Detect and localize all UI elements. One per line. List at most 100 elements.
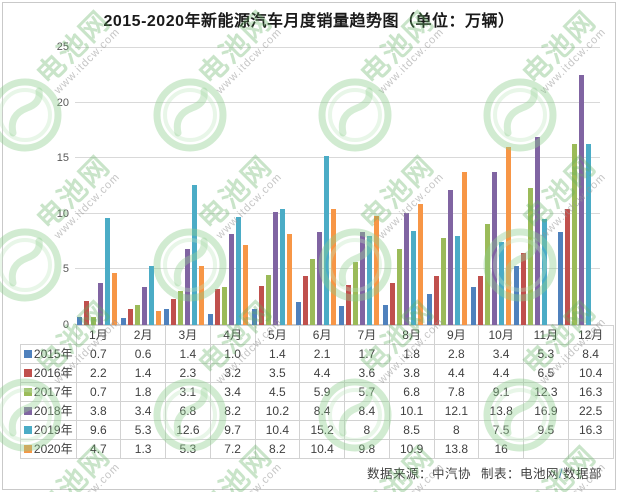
- value-cell: 8.2: [254, 439, 301, 459]
- bar-group: [469, 47, 513, 325]
- bar: [383, 305, 389, 325]
- bar-group: [338, 47, 382, 325]
- bar: [353, 261, 359, 325]
- table-row: 2017年 0.7 1.8 3.1 3.4 4.5 5.9 5.7 6.8 7.8 9.1 12.3 1…: [20, 382, 614, 402]
- legend-color-swatch: [23, 349, 32, 358]
- value-cell: 2.8: [433, 344, 480, 364]
- value-cell: 5.9: [299, 382, 345, 402]
- value-cell: 9.5: [523, 420, 569, 440]
- value-cell: 8.4: [299, 401, 345, 421]
- month-header-cell: 10月: [478, 325, 524, 345]
- bar: [477, 276, 483, 325]
- month-header-cell: 5月: [254, 325, 301, 345]
- value-cell: 16.3: [567, 420, 614, 440]
- bar: [127, 309, 133, 325]
- bar: [199, 266, 205, 325]
- value-cell: 13.8: [433, 439, 480, 459]
- value-cell: 6.5: [523, 363, 569, 383]
- plot-area: [75, 47, 600, 325]
- value-cell: 8.4: [344, 401, 390, 421]
- bar: [141, 287, 147, 325]
- bar: [397, 249, 403, 325]
- value-cell: 2.1: [299, 344, 345, 364]
- bar: [120, 318, 126, 325]
- value-cell: 0.6: [120, 344, 166, 364]
- made-by-label: 制表：: [480, 467, 520, 481]
- value-cell: [523, 439, 569, 459]
- bar: [316, 231, 322, 325]
- series-name: 2015年: [33, 347, 73, 361]
- bar: [470, 287, 476, 325]
- value-cell: [567, 439, 614, 459]
- value-cell: 1.0: [209, 344, 256, 364]
- series-legend-cell: 2015年: [20, 344, 77, 364]
- value-cell: 1.4: [254, 344, 301, 364]
- bar: [514, 266, 520, 325]
- bar: [229, 233, 235, 325]
- bar-group: [513, 47, 557, 325]
- data-source-text: 数据来源：中汽协: [366, 467, 471, 481]
- bar: [222, 287, 228, 325]
- legend-color-swatch: [23, 387, 32, 396]
- value-cell: 12.1: [433, 401, 480, 421]
- bar: [528, 188, 534, 325]
- month-header-cell: 11月: [523, 325, 569, 345]
- value-cell: 4.4: [433, 363, 480, 383]
- series-name: 2020年: [33, 442, 73, 456]
- value-cell: 3.5: [254, 363, 301, 383]
- bar: [279, 209, 285, 325]
- bar: [258, 286, 264, 325]
- value-cell: 7.2: [209, 439, 256, 459]
- value-cell: 12.3: [523, 382, 569, 402]
- bar-group: [75, 47, 119, 325]
- bar: [586, 143, 592, 325]
- value-cell: 15.2: [299, 420, 345, 440]
- bar: [90, 317, 96, 325]
- value-cell: 8.2: [209, 401, 256, 421]
- series-name: 2018年: [33, 404, 73, 418]
- value-cell: 10.4: [254, 420, 301, 440]
- value-cell: 1.4: [165, 344, 211, 364]
- bar: [418, 203, 424, 325]
- month-header-cell: 6月: [299, 325, 345, 345]
- bar: [111, 272, 117, 325]
- bar: [367, 236, 373, 325]
- bar: [302, 276, 308, 325]
- bar: [148, 266, 154, 325]
- gridline: [75, 268, 600, 270]
- value-cell: 1.3: [120, 439, 166, 459]
- bar: [185, 249, 191, 325]
- bar-group: [206, 47, 250, 325]
- value-cell: 10.4: [299, 439, 345, 459]
- bar: [251, 309, 257, 325]
- value-cell: 5.3: [165, 439, 211, 459]
- value-cell: 10.9: [388, 439, 435, 459]
- month-header-cell: 1月: [75, 325, 122, 345]
- bar: [390, 282, 396, 325]
- bar: [491, 171, 497, 325]
- value-cell: 8: [344, 420, 390, 440]
- table-row: 2019年 9.6 5.3 12.6 9.7 10.4 15.2 8 8.5 8 7.5 9.5 16.…: [20, 420, 614, 440]
- bar: [572, 143, 578, 325]
- value-cell: 12.6: [165, 420, 211, 440]
- bar: [346, 285, 352, 325]
- bar: [498, 241, 504, 325]
- value-cell: 3.4: [209, 382, 256, 402]
- bar: [286, 233, 292, 325]
- legend-color-swatch: [23, 406, 32, 415]
- value-cell: 3.4: [478, 344, 524, 364]
- gridline: [75, 47, 600, 48]
- value-cell: 1.7: [344, 344, 390, 364]
- month-header-cell: 4月: [209, 325, 256, 345]
- y-axis-tick-label: 0: [62, 319, 69, 331]
- value-cell: 16.3: [567, 382, 614, 402]
- chart-title: 2015-2020年新能源汽车月度销量趋势图（单位：万辆）: [103, 13, 515, 30]
- value-cell: 9.7: [209, 420, 256, 440]
- y-axis-tick-label: 10: [56, 207, 69, 220]
- value-cell: 2.2: [75, 363, 122, 383]
- bar: [272, 211, 278, 325]
- value-cell: 10.4: [567, 363, 614, 383]
- value-cell: 3.4: [120, 401, 166, 421]
- bar: [558, 231, 564, 325]
